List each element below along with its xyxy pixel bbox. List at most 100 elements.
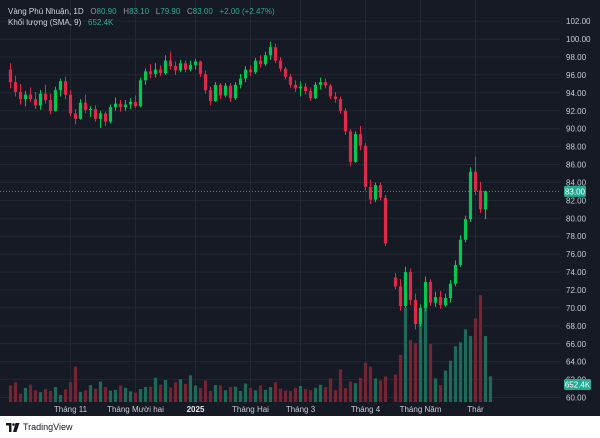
candle-body [208, 90, 213, 101]
candle-body [258, 60, 263, 65]
candle-body [83, 102, 88, 110]
candle-body [378, 185, 383, 198]
candle-body [78, 102, 83, 119]
candle-body [103, 113, 108, 122]
candle-body [463, 219, 468, 240]
candle-body [288, 76, 293, 85]
volume-bar [288, 391, 293, 402]
volume-bar [208, 391, 213, 402]
volume-indicator-label[interactable]: Khối lượng (SMA, 9) [8, 18, 82, 27]
brand-name: TradingView [23, 422, 73, 432]
volume-bar [53, 387, 58, 402]
candle-body [273, 47, 278, 61]
volume-bar [148, 386, 153, 402]
candle-body [403, 272, 408, 307]
volume-bar [293, 387, 298, 402]
volume-bar [253, 390, 258, 402]
volume-bar [383, 376, 388, 402]
volume-bar [343, 388, 348, 402]
volume-bar [193, 385, 198, 402]
chart-panel[interactable]: 102.00 100.00 98.00 96.00 94.00 92.00 90.00 88.… [0, 0, 600, 416]
y-tick-label: 92.00 [566, 107, 587, 116]
y-tick-label: 60.00 [566, 394, 587, 403]
volume-bar [33, 390, 38, 402]
candle-body [163, 60, 168, 74]
candle-body [278, 60, 283, 69]
low-label: L [155, 7, 161, 16]
volume-bar [273, 382, 278, 402]
candle-body [313, 84, 318, 99]
candle-body [43, 93, 48, 101]
volume-bar [133, 392, 138, 402]
volume-bar [213, 385, 218, 402]
y-tick-label: 86.00 [566, 161, 587, 170]
volume-bar [118, 385, 123, 402]
candle-body [333, 96, 338, 100]
volume-bar [278, 388, 283, 402]
volume-bar [43, 389, 48, 402]
candle-body [118, 103, 123, 108]
volume-bars [8, 295, 493, 402]
volume-bar [283, 390, 288, 402]
candle-body [448, 283, 453, 299]
volume-bar [63, 389, 68, 402]
candle-body [428, 281, 433, 303]
candle-body [178, 63, 183, 71]
candle-body [73, 113, 78, 119]
time-axis[interactable]: Tháng 11 Tháng Mười hai 2025 Tháng Hai Tháng… [54, 405, 484, 414]
tradingview-logo-icon [6, 422, 20, 432]
volume-bar [108, 390, 113, 402]
y-tick-label: 64.00 [566, 358, 587, 367]
candle-body [143, 71, 148, 81]
volume-bar [318, 384, 323, 402]
symbol-label[interactable]: Vàng Phú Nhuận, 1D [8, 7, 84, 16]
y-tick-label: 94.00 [566, 89, 587, 98]
candle-body [268, 47, 273, 56]
open-label: O [90, 7, 97, 16]
x-tick-label: Tháng 11 [54, 405, 88, 414]
volume-bar [153, 377, 158, 402]
candle-body [213, 84, 218, 101]
y-tick-label: 76.00 [566, 250, 587, 259]
volume-bar [88, 385, 93, 402]
candle-body [358, 134, 363, 146]
candle-body [13, 82, 18, 92]
candle-body [233, 84, 238, 99]
volume-bar [113, 389, 118, 402]
legend: Vàng Phú Nhuận, 1D O80.90 H83.10 L79.90 … [8, 6, 275, 28]
price-axis[interactable]: 102.00 100.00 98.00 96.00 94.00 92.00 90.00 88.… [564, 17, 591, 403]
candle-body [23, 94, 28, 100]
y-tick-label: 98.00 [566, 53, 587, 62]
candle-body [238, 78, 243, 85]
volume-bar [38, 392, 43, 402]
volume-bar [333, 390, 338, 402]
volume-bar [303, 389, 308, 402]
candle-body [28, 94, 33, 100]
candle-body [153, 69, 158, 75]
candle-body [203, 74, 208, 91]
legend-ohlc-row: Vàng Phú Nhuận, 1D O80.90 H83.10 L79.90 … [8, 6, 275, 17]
volume-bar [78, 391, 83, 402]
candle-body [188, 65, 193, 70]
open-value: 80.90 [96, 7, 117, 16]
candle-body [183, 63, 188, 70]
candle-body [228, 85, 233, 99]
candle-body [158, 69, 163, 74]
volume-bar [178, 379, 183, 402]
volume-bar [413, 343, 418, 402]
candle-body [58, 81, 63, 91]
tradingview-brand[interactable]: TradingView [6, 422, 73, 432]
volume-bar [223, 390, 228, 402]
volume-bar [463, 329, 468, 402]
volume-bar [373, 378, 378, 402]
y-tick-label: 84.00 [566, 178, 587, 187]
candle-body [93, 108, 98, 119]
candle-body [398, 286, 403, 307]
chart-canvas[interactable]: 102.00 100.00 98.00 96.00 94.00 92.00 90.00 88.… [0, 0, 600, 416]
volume-bar [483, 336, 488, 402]
volume-bar [298, 385, 303, 402]
candle-body [348, 131, 353, 162]
volume-bar [438, 385, 443, 402]
y-tick-label: 78.00 [566, 232, 587, 241]
volume-bar [98, 381, 103, 402]
